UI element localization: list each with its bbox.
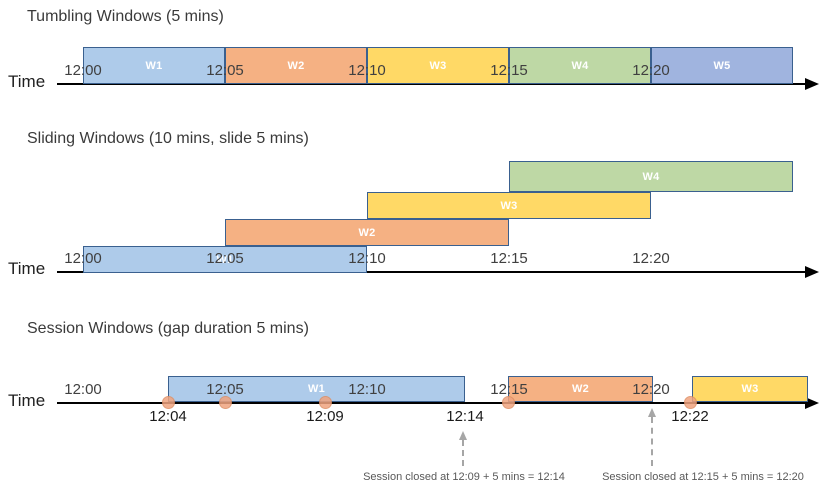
sliding-tick-1215: 12:15 [490, 250, 528, 267]
session-tick-1205: 12:05 [206, 381, 244, 398]
window-label-w2: W2 [358, 226, 376, 239]
session-tick-1215: 12:15 [490, 381, 528, 398]
tumbling-axis-arrowhead-icon [805, 78, 819, 90]
session-close-note-2: Session closed at 12:15 + 5 mins = 12:20 [602, 471, 804, 483]
session-axis-arrowhead-icon [805, 397, 819, 409]
session-close-note-1: Session closed at 12:09 + 5 mins = 12:14 [363, 471, 565, 483]
sliding-window-w3: W3 [367, 192, 651, 219]
window-label-w1: W1 [216, 253, 234, 266]
sliding-axis-label: Time [8, 259, 46, 278]
tumbling-window-w1: W1 [83, 47, 225, 84]
window-label-w1: W1 [145, 59, 163, 72]
sliding-window-w2: W2 [225, 219, 509, 246]
sliding-tick-1205: 12:05 [206, 250, 244, 267]
session-tick-1200: 12:00 [64, 381, 102, 398]
session-tick-1220: 12:20 [632, 381, 670, 398]
tumbling-window-w2: W2 [225, 47, 367, 84]
window-label-w4: W4 [571, 59, 589, 72]
session-close-arrow-icon-1 [459, 431, 467, 466]
window-label-w2: W2 [287, 59, 305, 72]
sliding-axis-arrowhead-icon [805, 266, 819, 278]
tumbling-window-w3: W3 [367, 47, 509, 84]
tumbling-window-w5: W5 [651, 47, 793, 84]
tumbling-window-w4: W4 [509, 47, 651, 84]
session-timeline-axis [57, 402, 807, 404]
window-label-w2: W2 [571, 383, 590, 395]
sliding-tick-1210: 12:10 [348, 250, 386, 267]
sliding-section-title: Sliding Windows (10 mins, slide 5 mins) [27, 130, 309, 147]
event-dot-1209 [319, 396, 332, 409]
event-dot-1205 [219, 396, 232, 409]
sliding-timeline-axis [57, 271, 807, 273]
window-label-w4: W4 [642, 170, 660, 183]
session-tick-1210: 12:10 [348, 381, 386, 398]
tumbling-timeline-axis [57, 83, 807, 85]
event-time-1209: 12:09 [306, 408, 344, 425]
tumbling-tick-1205: 12:05 [206, 62, 244, 79]
event-time-1222: 12:22 [671, 408, 709, 425]
window-label-w3: W3 [741, 383, 759, 395]
window-label-w3: W3 [429, 59, 447, 72]
session-window-w3: W3 [692, 376, 808, 402]
event-dot-1215 [502, 396, 515, 409]
window-label-w5: W5 [713, 59, 731, 72]
tumbling-tick-1215: 12:15 [490, 62, 528, 79]
sliding-window-w4: W4 [509, 161, 793, 192]
session-close-arrow-icon-2 [648, 408, 656, 466]
tumbling-axis-label: Time [8, 72, 46, 91]
event-dot-1204 [162, 396, 175, 409]
session-axis-label: Time [8, 391, 46, 410]
session-window-w2: W2 [508, 376, 653, 402]
event-time-1214: 12:14 [446, 408, 484, 425]
sliding-tick-1220: 12:20 [632, 250, 670, 267]
event-dot-1222 [684, 396, 697, 409]
session-section-title: Session Windows (gap duration 5 mins) [27, 320, 309, 337]
tumbling-tick-1220: 12:20 [632, 62, 670, 79]
sliding-window-w1: W1 [83, 246, 367, 273]
session-window-w1: W1 [168, 376, 465, 402]
sliding-tick-1200: 12:00 [64, 250, 102, 267]
window-label-w3: W3 [500, 199, 518, 212]
window-label-w1: W1 [307, 383, 326, 395]
event-time-1204: 12:04 [149, 408, 187, 425]
tumbling-section-title: Tumbling Windows (5 mins) [27, 8, 224, 25]
tumbling-tick-1200: 12:00 [64, 62, 102, 79]
tumbling-tick-1210: 12:10 [348, 62, 386, 79]
